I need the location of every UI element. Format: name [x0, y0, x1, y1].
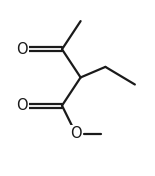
Text: O: O — [16, 98, 28, 113]
Text: O: O — [16, 42, 28, 57]
Text: O: O — [70, 126, 82, 141]
